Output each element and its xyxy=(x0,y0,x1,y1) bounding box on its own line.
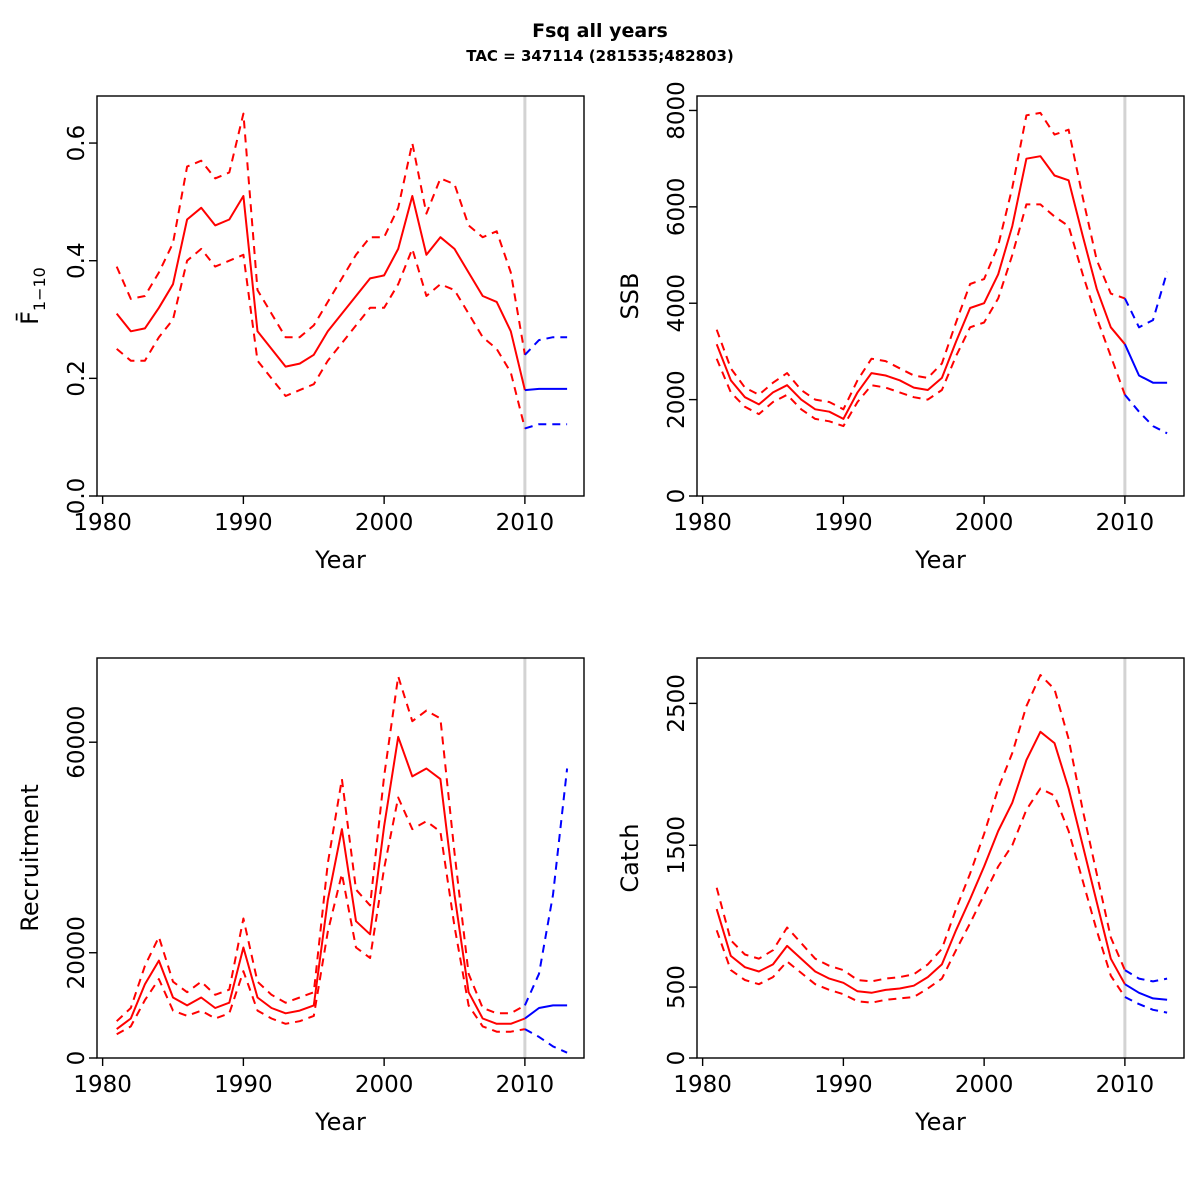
svg-text:0.0: 0.0 xyxy=(64,478,90,515)
svg-text:2000: 2000 xyxy=(664,370,690,429)
svg-text:0: 0 xyxy=(664,1051,690,1066)
svg-text:6000: 6000 xyxy=(664,178,690,237)
svg-text:4000: 4000 xyxy=(664,274,690,333)
svg-text:2000: 2000 xyxy=(955,1072,1014,1098)
ssb-chart: 1980 1990 2000 2010 0 2000 4000 6000 8000 Year SSB xyxy=(616,81,1185,574)
svg-text:20000: 20000 xyxy=(64,916,90,989)
svg-text:1990: 1990 xyxy=(814,1072,873,1098)
svg-text:1980: 1980 xyxy=(73,510,132,536)
chart-grid: 1980 1990 2000 2010 0.0 0.2 0.4 0.6 Year F̄1−10 1… xyxy=(0,74,1200,1198)
svg-text:500: 500 xyxy=(664,965,690,1009)
svg-text:F̄1−10: F̄1−10 xyxy=(15,267,49,325)
svg-text:8000: 8000 xyxy=(664,81,690,140)
svg-text:1990: 1990 xyxy=(214,1072,273,1098)
svg-text:1990: 1990 xyxy=(214,510,273,536)
svg-text:Year: Year xyxy=(314,546,366,574)
svg-text:1980: 1980 xyxy=(73,1072,132,1098)
svg-text:Year: Year xyxy=(314,1108,366,1136)
panel-ssb: 1980 1990 2000 2010 0 2000 4000 6000 8000 Year SSB xyxy=(600,74,1200,636)
svg-text:1980: 1980 xyxy=(673,510,732,536)
panel-recruitment: 1980 1990 2000 2010 0 20000 60000 Year Recruitme… xyxy=(0,636,600,1198)
svg-text:2000: 2000 xyxy=(955,510,1014,536)
svg-text:0: 0 xyxy=(664,489,690,504)
panel-fbar: 1980 1990 2000 2010 0.0 0.2 0.4 0.6 Year F̄1−10 xyxy=(0,74,600,636)
svg-text:0: 0 xyxy=(64,1051,90,1066)
panel-catch: 1980 1990 2000 2010 0 500 1500 2500 Year Catch xyxy=(600,636,1200,1198)
chart-title: Fsq all years xyxy=(532,20,668,42)
svg-text:Year: Year xyxy=(914,1108,966,1136)
svg-text:2010: 2010 xyxy=(1096,1072,1155,1098)
svg-text:2500: 2500 xyxy=(664,674,690,733)
svg-text:0.2: 0.2 xyxy=(64,360,90,397)
svg-text:Year: Year xyxy=(914,546,966,574)
svg-text:Catch: Catch xyxy=(616,823,644,892)
svg-text:1500: 1500 xyxy=(664,816,690,875)
svg-text:2010: 2010 xyxy=(496,1072,555,1098)
chart-subtitle: TAC = 347114 (281535;482803) xyxy=(466,46,734,65)
figure-header: Fsq all years TAC = 347114 (281535;48280… xyxy=(0,20,1200,65)
svg-text:SSB: SSB xyxy=(616,273,644,320)
svg-text:0.6: 0.6 xyxy=(64,125,90,162)
catch-chart: 1980 1990 2000 2010 0 500 1500 2500 Year Catch xyxy=(616,657,1185,1136)
fbar-chart: 1980 1990 2000 2010 0.0 0.2 0.4 0.6 Year F̄1−10 xyxy=(15,95,585,574)
svg-text:Recruitment: Recruitment xyxy=(16,784,44,931)
recruitment-chart: 1980 1990 2000 2010 0 20000 60000 Year Recruitme… xyxy=(16,657,585,1136)
svg-text:2010: 2010 xyxy=(496,510,555,536)
svg-text:2000: 2000 xyxy=(355,510,414,536)
svg-text:2000: 2000 xyxy=(355,1072,414,1098)
svg-text:2010: 2010 xyxy=(1096,510,1155,536)
svg-text:60000: 60000 xyxy=(64,706,90,779)
svg-text:1990: 1990 xyxy=(814,510,873,536)
svg-text:0.4: 0.4 xyxy=(64,242,90,279)
svg-text:1980: 1980 xyxy=(673,1072,732,1098)
